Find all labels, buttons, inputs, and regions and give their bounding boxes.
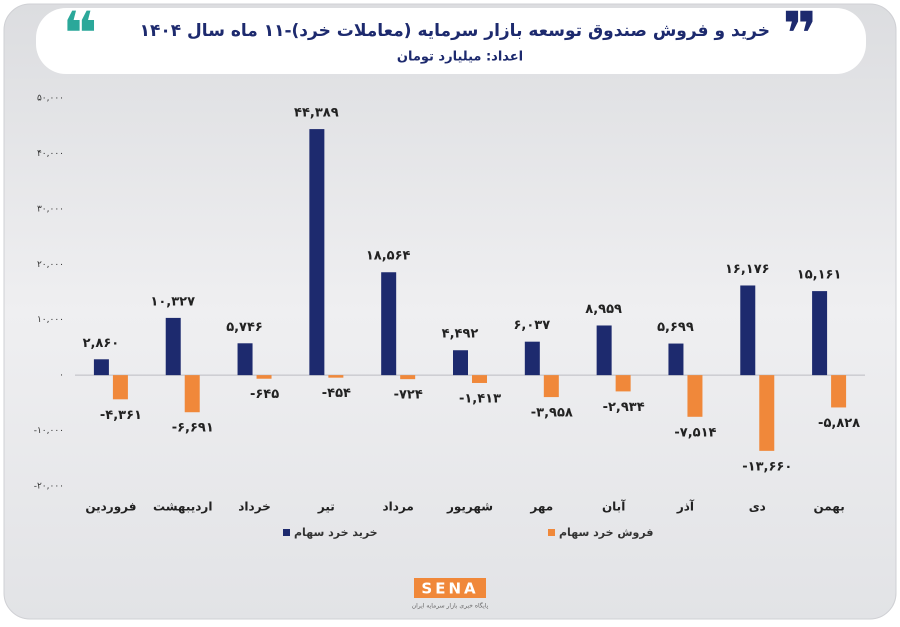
data-label: ۵,۶۹۹ xyxy=(657,320,694,335)
data-label: -۵,۸۲۸ xyxy=(818,416,860,431)
x-tick-label: فروردین xyxy=(85,500,136,515)
y-tick-label: ۰ xyxy=(59,371,64,381)
x-tick-label: آذر xyxy=(676,499,695,514)
data-label: ۶,۰۳۷ xyxy=(513,318,550,333)
bar xyxy=(237,343,253,376)
x-tick-label: شهریور xyxy=(446,500,493,515)
data-label: ۴,۴۹۲ xyxy=(442,327,479,342)
bar xyxy=(112,375,128,400)
bar xyxy=(93,359,109,376)
data-label: -۲,۹۳۴ xyxy=(603,400,645,415)
quote-mark: ❞ xyxy=(782,0,817,70)
data-label: -۷۲۴ xyxy=(394,388,423,403)
bar xyxy=(400,375,416,380)
bar xyxy=(831,375,847,408)
y-tick-label: -۱۰,۰۰۰ xyxy=(34,426,64,436)
bar xyxy=(759,375,775,451)
data-label: ۸,۹۵۹ xyxy=(585,302,622,317)
x-tick-label: بهمن xyxy=(813,500,844,514)
data-label: -۱۳,۶۶۰ xyxy=(742,459,792,474)
y-tick-label: ۴۰,۰۰۰ xyxy=(37,149,64,159)
legend-label: خرید خرد سهام xyxy=(294,526,378,539)
bar xyxy=(524,341,540,376)
bar xyxy=(740,285,756,376)
x-tick-label: اردیبهشت xyxy=(153,500,212,514)
data-label: ۱۸,۵۶۴ xyxy=(366,249,411,264)
legend-label: فروش خرد سهام xyxy=(559,526,653,539)
legend-swatch xyxy=(283,529,290,536)
x-tick-label: دی xyxy=(749,500,766,514)
data-label: ۲,۸۶۰ xyxy=(83,336,120,351)
background xyxy=(3,3,897,620)
x-tick-label: مرداد xyxy=(383,500,414,514)
x-tick-label: مهر xyxy=(529,500,553,514)
bar xyxy=(472,375,487,383)
data-label: ۱۰,۳۲۷ xyxy=(150,294,195,309)
data-label: ۴۴,۳۸۹ xyxy=(294,106,339,121)
bar xyxy=(381,272,397,376)
y-tick-label: ۲۰,۰۰۰ xyxy=(37,260,64,270)
plot: -۲۰,۰۰۰ -۱۰,۰۰۰ ۰ ۱۰,۰۰۰ ۲۰,۰۰۰ ۳۰,۰۰۰ ۴۰,۰۰۰ ۵… xyxy=(34,94,865,539)
y-tick-label: ۳۰,۰۰۰ xyxy=(37,204,64,214)
legend-swatch xyxy=(548,529,555,536)
quote-mark: ❝ xyxy=(62,0,97,70)
x-tick-label: تیر xyxy=(317,500,335,514)
bar xyxy=(668,343,684,376)
bar xyxy=(453,350,468,376)
data-label: -۶۴۵ xyxy=(250,387,279,402)
logo-caption: پایگاه خبری بازار سرمایه ایران xyxy=(412,602,489,610)
bar xyxy=(184,375,200,413)
header-box xyxy=(36,8,866,74)
data-label: -۴,۳۶۱ xyxy=(100,408,142,423)
y-tick-label: ۵۰,۰۰۰ xyxy=(37,94,64,104)
bar xyxy=(309,129,325,376)
y-tick-label: -۲۰,۰۰۰ xyxy=(34,482,64,492)
data-label: -۷,۵۱۴ xyxy=(674,425,716,440)
bar xyxy=(687,375,703,417)
bar xyxy=(256,375,272,379)
bar xyxy=(812,291,828,376)
x-tick-label: خرداد xyxy=(238,500,271,514)
bar xyxy=(165,317,181,376)
data-label: -۳,۹۵۸ xyxy=(531,406,573,421)
bar xyxy=(615,375,631,392)
bar xyxy=(543,375,559,398)
logo-box xyxy=(414,578,486,598)
chart-subtitle: اعداد: میلیارد تومان xyxy=(397,50,523,65)
data-label: -۱,۴۱۳ xyxy=(459,391,501,406)
logo: SENA xyxy=(421,580,478,598)
chart-title: خرید و فروش صندوق توسعه بازار سرمایه (مع… xyxy=(140,21,770,41)
data-label: -۴۵۴ xyxy=(322,386,351,401)
bar xyxy=(596,325,612,376)
x-tick-label: آبان xyxy=(602,499,626,514)
data-label: ۱۶,۱۷۶ xyxy=(725,262,770,277)
y-tick-label: ۱۰,۰۰۰ xyxy=(37,315,64,325)
data-label: -۶,۶۹۱ xyxy=(172,421,214,436)
data-label: ۵,۷۴۶ xyxy=(226,320,263,335)
data-label: ۱۵,۱۶۱ xyxy=(797,268,842,283)
bar xyxy=(328,375,344,378)
